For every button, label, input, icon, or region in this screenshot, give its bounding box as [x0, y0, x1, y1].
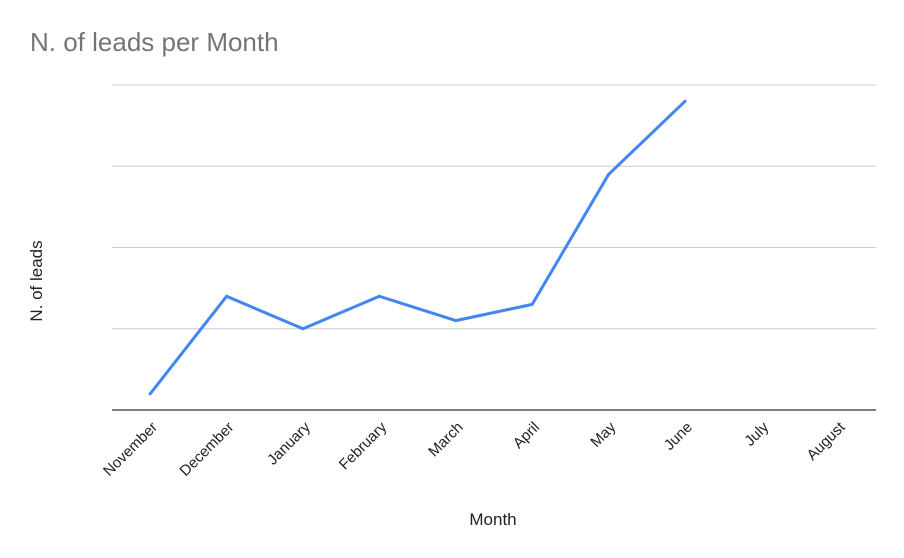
data-point [148, 392, 152, 396]
x-tick-label: August [804, 418, 850, 464]
x-axis-tick-labels: November December January February March Apri… [100, 418, 849, 480]
y-axis-title: N. of leads [27, 240, 46, 321]
x-tick-label: July [741, 418, 772, 449]
x-tick-label: April [510, 419, 543, 452]
series-line-0 [148, 99, 687, 396]
data-point [301, 327, 305, 331]
data-point [530, 302, 534, 306]
data-point [454, 319, 458, 323]
data-point [607, 172, 611, 176]
x-tick-label: May [587, 418, 619, 450]
x-tick-label: November [100, 419, 161, 480]
data-point [225, 294, 229, 298]
chart-title: N. of leads per Month [30, 27, 279, 57]
x-tick-label: December [176, 419, 237, 480]
x-axis-title: Month [469, 510, 516, 529]
data-point [377, 294, 381, 298]
gridlines [112, 84, 876, 411]
x-tick-label: February [336, 418, 391, 473]
x-tick-label: June [661, 419, 696, 454]
x-tick-label: March [425, 419, 466, 460]
series-layer [148, 99, 687, 396]
x-tick-label: January [264, 418, 314, 468]
data-point [683, 99, 687, 103]
